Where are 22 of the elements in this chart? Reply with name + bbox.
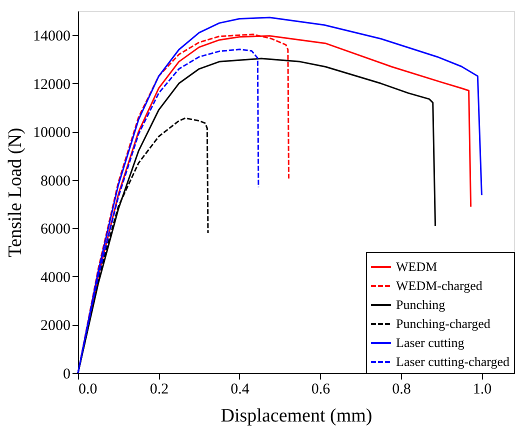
x-tick-label: 0.0 [78,382,98,398]
legend-label: WEDM [396,259,438,274]
y-tick-label: 12000 [33,76,70,93]
y-tick-label: 0 [63,366,70,382]
x-tick-label: 0.8 [392,382,411,398]
y-tick-label: 14000 [33,28,70,45]
y-tick-label: 6000 [40,222,70,238]
legend-label: Punching-charged [396,316,491,331]
y-tick-label: 10000 [33,125,70,142]
x-tick-label: 0.6 [311,382,331,398]
x-tick-label: 0.2 [150,382,169,398]
legend-label: Laser cutting-charged [396,354,510,369]
legend-label: Punching [396,297,446,312]
x-tick-label: 1.0 [472,382,492,398]
legend-label: WEDM-charged [396,278,483,293]
legend-label: Laser cutting [396,335,465,350]
x-axis-title: Displacement (mm) [220,406,372,426]
y-tick-label: 2000 [40,318,70,334]
y-tick-label: 8000 [40,173,70,190]
y-tick-label: 4000 [40,270,70,286]
y-axis-title: Tensile Load (N) [5,128,26,258]
x-tick-label: 0.4 [230,382,250,398]
